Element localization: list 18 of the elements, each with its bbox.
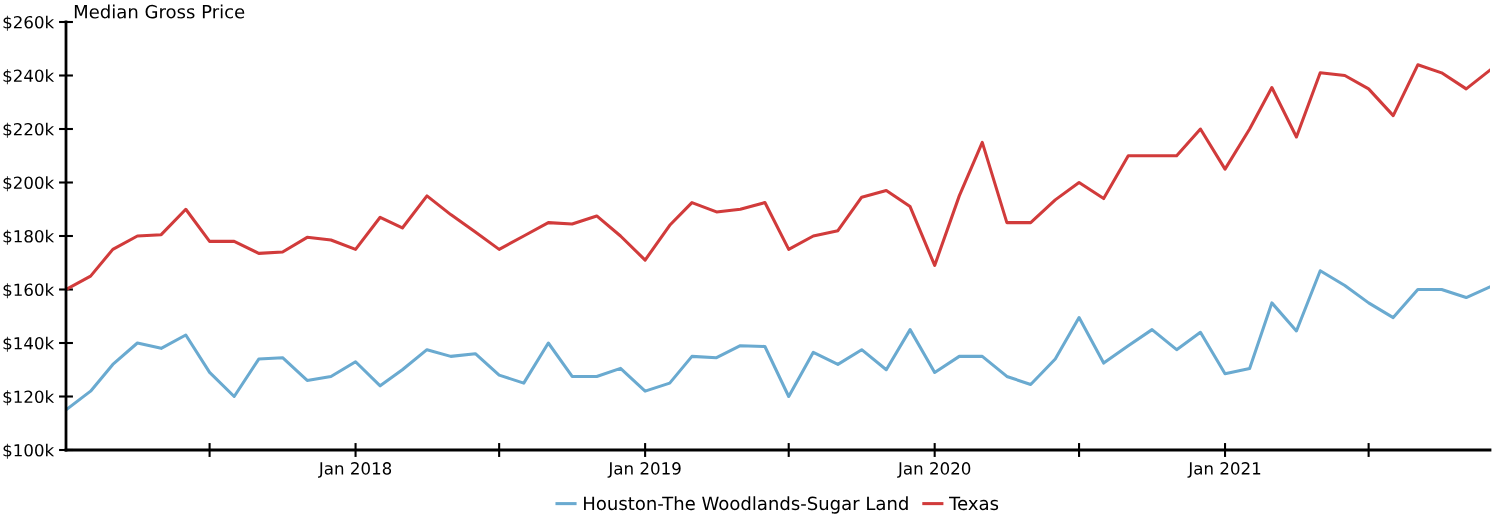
y-tick-label: $200k: [3, 176, 55, 192]
y-tick-label: $160k: [3, 283, 55, 299]
x-tick-label: Jan 2019: [607, 462, 681, 478]
y-tick-label: $260k: [3, 15, 55, 31]
x-tick-label: Jan 2021: [1187, 462, 1261, 478]
legend-label: Texas: [949, 496, 999, 511]
y-tick-label: $240k: [3, 69, 55, 85]
y-tick-label: $100k: [3, 443, 55, 459]
line-series: [66, 63, 1490, 292]
legend-label: Houston-The Woodlands-Sugar Land: [584, 496, 908, 514]
y-tick-label: $120k: [3, 390, 55, 406]
y-tick-label: $180k: [3, 229, 55, 245]
line-series: [66, 269, 1490, 412]
chart-title: Median Gross Price: [74, 4, 245, 19]
y-tick-label: $220k: [3, 122, 55, 138]
y-tick-label: $140k: [3, 336, 55, 352]
x-tick-label: Jan 2020: [897, 462, 971, 478]
x-tick-label: Jan 2018: [317, 462, 392, 478]
